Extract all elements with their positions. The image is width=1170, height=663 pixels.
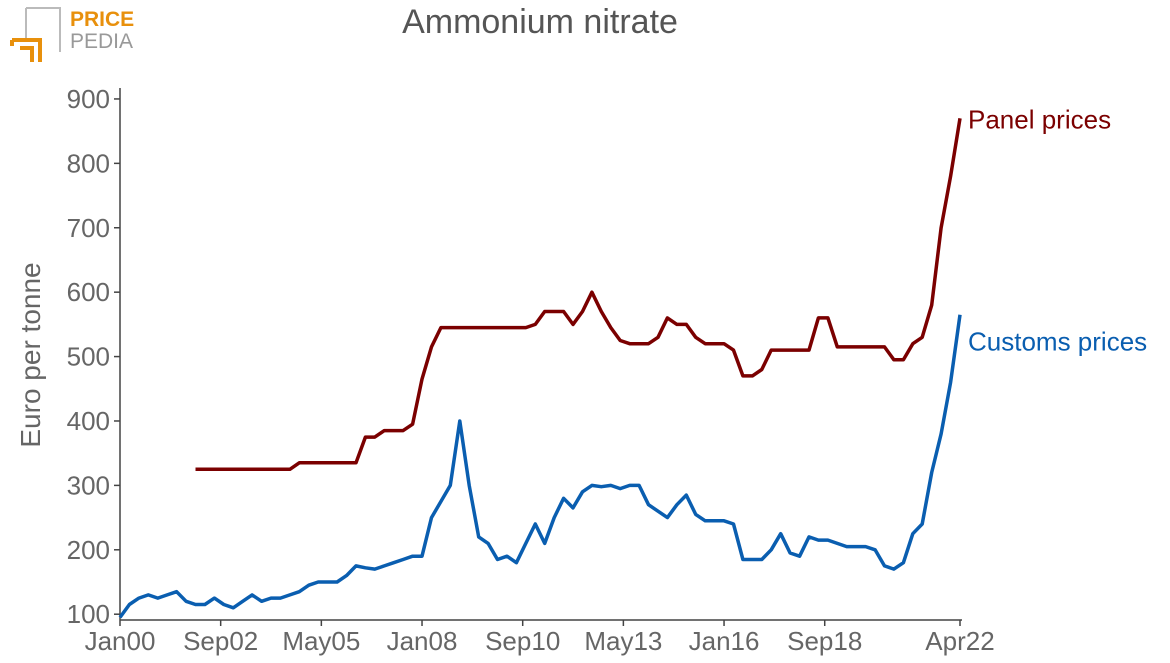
x-tick-label: Jan00 <box>85 626 156 656</box>
logo-text: PEDIA <box>70 30 133 53</box>
y-tick-label: 300 <box>67 470 110 500</box>
x-tick-label: May13 <box>584 626 662 656</box>
logo-mark <box>10 38 42 62</box>
y-axis-label: Euro per tonne <box>15 262 46 447</box>
logo: PRICE PEDIA <box>10 7 134 62</box>
x-tick-label: Apr22 <box>925 626 994 656</box>
y-tick-label: 600 <box>67 277 110 307</box>
y-tick-label: 100 <box>67 599 110 629</box>
logo-text: PRICE <box>70 8 134 31</box>
x-tick-label: May05 <box>282 626 360 656</box>
series-line <box>118 314 962 619</box>
series-label: Panel prices <box>968 104 1111 134</box>
x-tick-label: Sep02 <box>183 626 258 656</box>
series-line <box>195 118 962 472</box>
x-tick-label: Jan16 <box>689 626 760 656</box>
x-tick-label: Sep18 <box>787 626 862 656</box>
y-tick-label: 700 <box>67 213 110 243</box>
y-tick-label: 400 <box>67 406 110 436</box>
y-tick-label: 200 <box>67 535 110 565</box>
x-tick-label: Sep10 <box>485 626 560 656</box>
y-tick-label: 900 <box>67 84 110 114</box>
chart-title: Ammonium nitrate <box>402 3 678 41</box>
y-tick-label: 800 <box>67 148 110 178</box>
logo-frame <box>25 7 61 52</box>
y-tick-label: 500 <box>67 342 110 372</box>
x-tick-label: Jan08 <box>387 626 458 656</box>
series-label: Customs prices <box>968 327 1147 357</box>
